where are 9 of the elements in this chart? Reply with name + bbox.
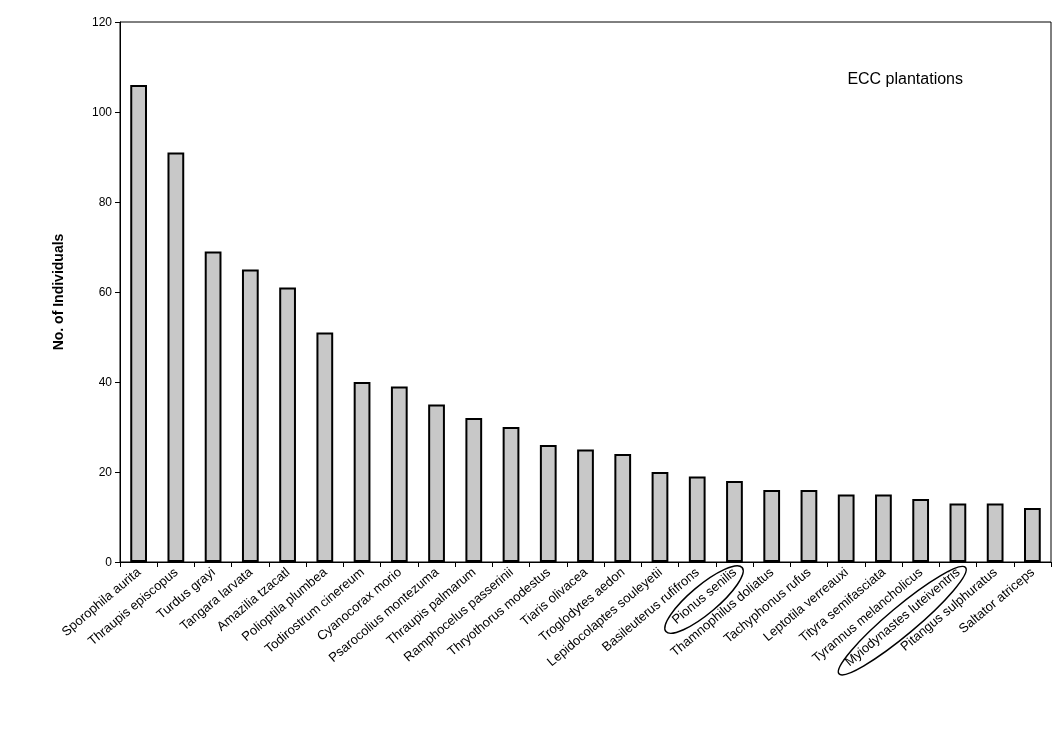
y-tick-label: 100: [91, 105, 113, 119]
y-tick-label: 20: [98, 465, 113, 479]
y-tick-label: 40: [98, 375, 113, 389]
y-tick-label: 0: [105, 555, 113, 569]
annotation: ECC plantations: [847, 69, 964, 87]
y-tick-label: 80: [98, 195, 113, 209]
y-tick-label: 120: [91, 15, 113, 29]
y-tick-label: 60: [98, 285, 113, 299]
y-axis-title: No. of Individuals: [50, 233, 66, 351]
